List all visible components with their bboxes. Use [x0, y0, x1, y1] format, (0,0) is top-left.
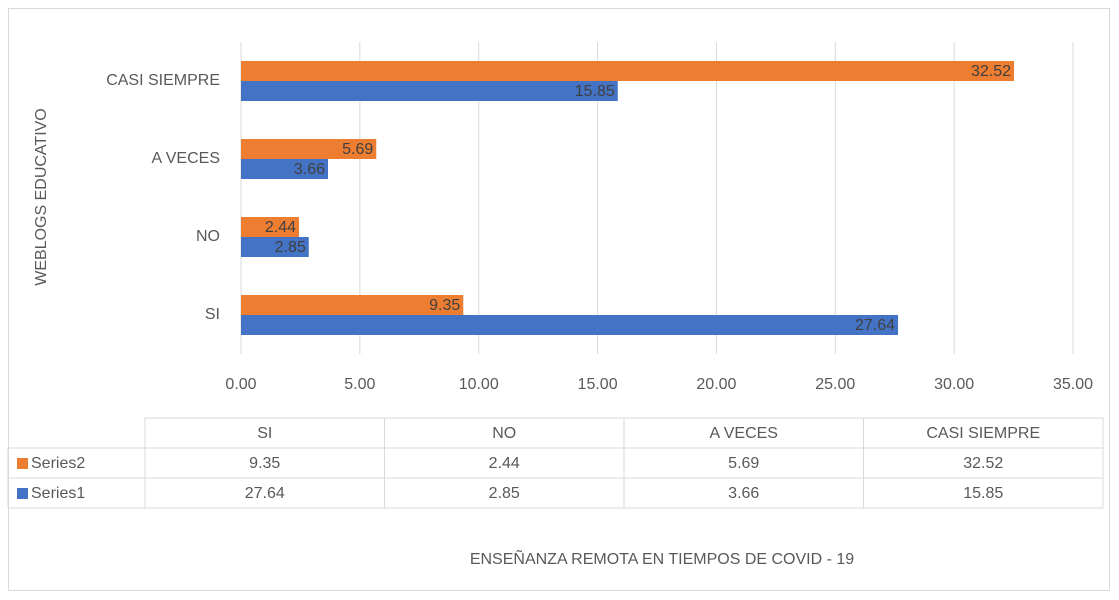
- x-tick-label: 35.00: [1053, 376, 1093, 393]
- data-label: 15.85: [575, 83, 615, 100]
- table-header: CASI SIEMPRE: [926, 425, 1040, 442]
- bar: [241, 81, 618, 101]
- bar: [241, 295, 464, 315]
- x-tick-label: 30.00: [934, 376, 974, 393]
- data-label: 9.35: [429, 297, 460, 314]
- data-label: 2.44: [265, 219, 296, 236]
- data-label: 32.52: [971, 63, 1011, 80]
- y-axis-label: WEBLOGS EDUCATIVO: [33, 108, 50, 286]
- legend-swatch: [17, 488, 28, 499]
- bar: [241, 159, 329, 179]
- table-header: NO: [492, 425, 516, 442]
- bar: [241, 237, 309, 257]
- table-value: 2.44: [489, 455, 520, 472]
- bar: [241, 139, 377, 159]
- bar: [241, 315, 899, 335]
- table-value: 2.85: [489, 485, 520, 502]
- y-tick-label: SI: [205, 306, 220, 323]
- bar: [241, 61, 1015, 81]
- y-tick-label: A VECES: [152, 150, 220, 167]
- x-tick-label: 10.00: [459, 376, 499, 393]
- data-label: 5.69: [342, 141, 373, 158]
- legend-label: Series2: [31, 455, 85, 472]
- table-header: SI: [257, 425, 272, 442]
- x-tick-label: 25.00: [815, 376, 855, 393]
- data-label: 27.64: [855, 317, 895, 334]
- table-value: 27.64: [245, 485, 285, 502]
- x-tick-label: 20.00: [696, 376, 736, 393]
- legend-label: Series1: [31, 485, 85, 502]
- legend-swatch: [17, 458, 28, 469]
- table-value: 9.35: [249, 455, 280, 472]
- x-tick-label: 5.00: [344, 376, 375, 393]
- chart-border: [8, 8, 1110, 591]
- table-value: 3.66: [728, 485, 759, 502]
- y-tick-label: NO: [196, 228, 220, 245]
- data-label: 3.66: [294, 161, 325, 178]
- bar: [241, 217, 300, 237]
- table-value: 32.52: [963, 455, 1003, 472]
- x-tick-label: 15.00: [578, 376, 618, 393]
- x-axis-label: ENSEÑANZA REMOTA EN TIEMPOS DE COVID - 1…: [470, 548, 854, 568]
- data-label: 2.85: [275, 239, 306, 256]
- x-tick-label: 0.00: [225, 376, 256, 393]
- table-value: 5.69: [728, 455, 759, 472]
- table-value: 15.85: [963, 485, 1003, 502]
- y-tick-label: CASI SIEMPRE: [106, 72, 220, 89]
- table-header: A VECES: [710, 425, 778, 442]
